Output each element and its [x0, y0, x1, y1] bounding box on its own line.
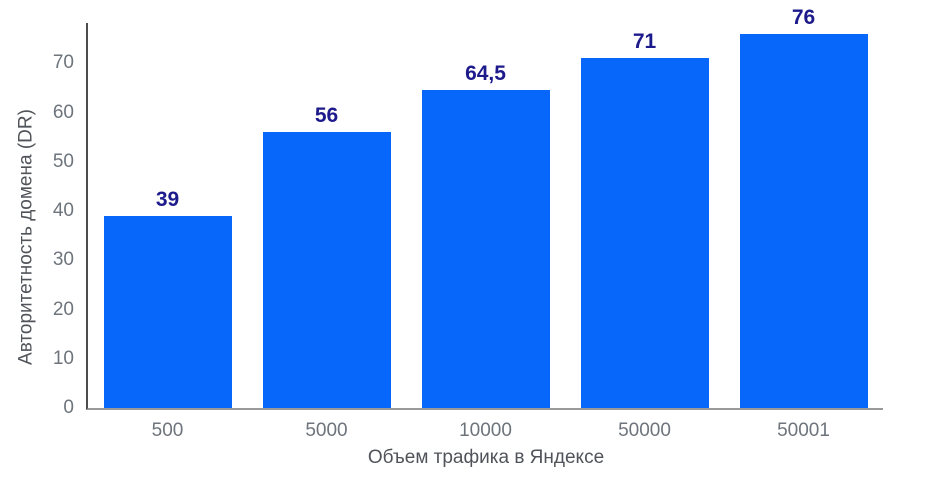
- plot-area: [86, 23, 883, 410]
- bar-value-label: 64,5: [465, 62, 506, 85]
- x-tick-label: 10000: [459, 420, 512, 441]
- y-tick-label: 40: [52, 200, 74, 222]
- bar-value-label: 39: [155, 188, 180, 211]
- bar-value-label: 76: [791, 6, 816, 29]
- bar-value-label: 56: [314, 104, 339, 127]
- y-tick-label: 20: [52, 298, 74, 320]
- y-tick-label: 30: [52, 249, 74, 271]
- bar-50000: [580, 58, 709, 408]
- y-tick-label: 50: [52, 150, 74, 172]
- y-axis-title: Авторитетность домена (DR): [15, 109, 37, 365]
- bar-50001: [739, 34, 868, 408]
- y-tick-label: 10: [52, 347, 74, 369]
- x-tick-label: 50000: [618, 420, 671, 441]
- x-tick-label: 500: [151, 420, 184, 441]
- y-tick-label: 60: [52, 101, 74, 123]
- y-tick-label: 70: [52, 52, 74, 74]
- x-axis-title: Объем трафика в Яндексе: [367, 447, 605, 468]
- bar-10000: [421, 90, 550, 408]
- bar-value-label: 71: [632, 30, 657, 53]
- x-tick-label: 5000: [305, 420, 348, 441]
- x-tick-label: 50001: [777, 420, 830, 441]
- y-tick-label: 0: [63, 397, 74, 418]
- bar-5000: [262, 132, 391, 408]
- bar-500: [103, 216, 232, 408]
